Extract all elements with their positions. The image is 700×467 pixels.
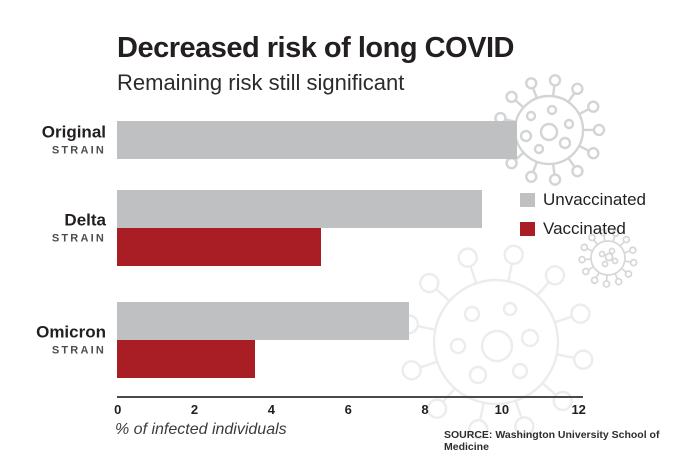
virus-icon-large bbox=[398, 244, 594, 440]
x-tick-4: 4 bbox=[267, 402, 275, 417]
x-tick-2: 2 bbox=[190, 402, 199, 417]
bar-group bbox=[117, 121, 578, 159]
bar-original-unvaccinated bbox=[117, 121, 517, 159]
x-tick-0: 0 bbox=[114, 402, 122, 417]
bar-omicron-vaccinated bbox=[117, 340, 256, 378]
x-tick-10: 10 bbox=[494, 402, 510, 417]
chart-row-original: Original STRAIN bbox=[0, 121, 700, 159]
strain-label: Delta STRAIN bbox=[0, 210, 106, 245]
strain-name: Omicron bbox=[36, 322, 106, 342]
strain-subtitle: STRAIN bbox=[51, 144, 106, 157]
source-attribution: SOURCE: Washington University School of … bbox=[444, 429, 660, 453]
chart-title: Decreased risk of long COVID bbox=[117, 32, 514, 64]
strain-subtitle: STRAIN bbox=[51, 232, 106, 245]
bar-group bbox=[117, 302, 578, 378]
strain-label: Original STRAIN bbox=[0, 122, 106, 157]
bar-omicron-unvaccinated bbox=[117, 302, 409, 340]
legend-swatch-unvaccinated bbox=[520, 193, 535, 207]
x-tick-12: 12 bbox=[571, 402, 586, 417]
x-axis-line bbox=[117, 396, 583, 398]
x-tick-6: 6 bbox=[344, 402, 352, 417]
bar-delta-vaccinated bbox=[117, 228, 321, 266]
chart-subtitle: Remaining risk still significant bbox=[117, 70, 405, 95]
bar-delta-unvaccinated bbox=[117, 190, 482, 228]
legend-label: Vaccinated bbox=[543, 219, 626, 238]
virus-icon-small bbox=[578, 228, 638, 288]
chart-legend: Unvaccinated Vaccinated bbox=[520, 190, 646, 248]
legend-entry-unvaccinated: Unvaccinated bbox=[520, 190, 646, 210]
legend-label: Unvaccinated bbox=[543, 190, 647, 209]
chart-row-omicron: Omicron STRAIN bbox=[0, 302, 700, 378]
strain-name: Original bbox=[41, 122, 106, 142]
legend-swatch-vaccinated bbox=[520, 222, 535, 236]
strain-label: Omicron STRAIN bbox=[0, 322, 106, 357]
x-tick-8: 8 bbox=[421, 402, 429, 417]
x-axis-label: % of infected individuals bbox=[115, 421, 287, 438]
strain-name: Delta bbox=[64, 210, 106, 230]
strain-subtitle: STRAIN bbox=[51, 344, 106, 357]
legend-entry-vaccinated: Vaccinated bbox=[520, 219, 646, 239]
bar-group bbox=[117, 190, 578, 266]
chart-row-delta: Delta STRAIN bbox=[0, 190, 700, 266]
